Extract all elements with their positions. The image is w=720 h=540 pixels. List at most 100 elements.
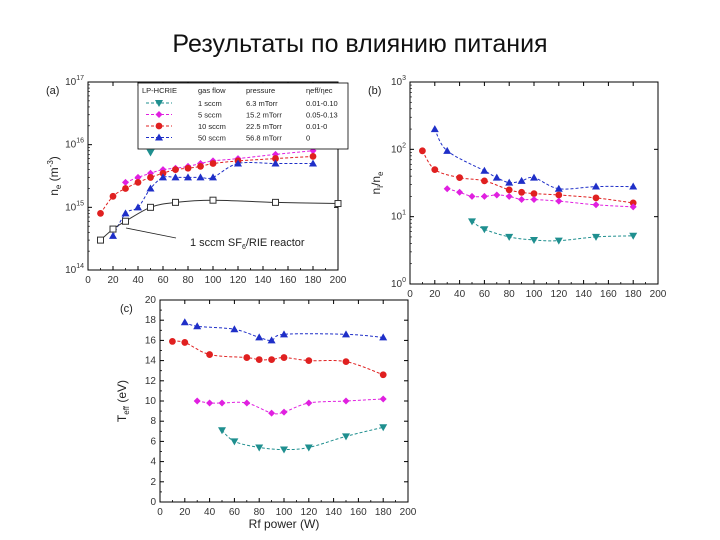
x-tick-label: 160 [600, 289, 617, 300]
data-point [230, 325, 239, 333]
y-tick-label: 2 [150, 477, 156, 488]
y-tick-label: 16 [145, 335, 157, 346]
legend-pressure: 56.8 mTorr [246, 134, 282, 143]
data-point [230, 438, 239, 446]
series-line [447, 188, 634, 208]
annotation: 1 sccm SF6/RIE reactor [190, 237, 305, 251]
data-point [234, 159, 242, 167]
data-point [97, 236, 104, 244]
data-point [592, 182, 600, 190]
data-point [430, 125, 439, 133]
data-point [443, 185, 451, 193]
data-point [280, 354, 288, 361]
data-point [243, 354, 251, 361]
series-line [125, 150, 314, 183]
y-tick-label: 12 [145, 376, 157, 387]
data-point [530, 190, 538, 198]
data-point [379, 371, 387, 379]
x-tick-label: 40 [204, 507, 216, 518]
plot-frame [409, 81, 659, 285]
data-point [492, 173, 501, 181]
data-point [419, 147, 426, 155]
data-point [505, 192, 513, 200]
data-point [530, 195, 538, 203]
y-tick-label: 1015 [65, 200, 84, 213]
data-point [268, 409, 276, 417]
legend-header: ηeff/ηec [306, 86, 333, 95]
data-point [342, 433, 350, 441]
y-tick-label: 101 [391, 210, 406, 223]
data-point [518, 195, 526, 203]
data-point [592, 233, 600, 241]
x-tick-label: 100 [205, 275, 222, 286]
data-point [505, 186, 513, 194]
data-point [334, 200, 342, 208]
x-tick-label: 40 [454, 289, 466, 300]
data-point [268, 356, 275, 363]
data-point [280, 330, 288, 338]
panel-c: 0 20 40 60 80 100 120 140 160 180 200 0 2 4 6 8 10 12 14 16… [115, 295, 417, 531]
legend-flow: 5 sccm [198, 111, 222, 120]
data-point [554, 237, 563, 245]
x-tick-label: 160 [350, 507, 367, 518]
data-point [456, 174, 463, 182]
x-tick-label: 20 [429, 289, 441, 300]
x-tick-label: 80 [504, 289, 516, 300]
slide-title: Результаты по влиянию питания [172, 30, 548, 58]
y-axis-label: ni/ne [369, 171, 385, 194]
x-tick-label: 200 [650, 289, 667, 300]
data-point [379, 333, 388, 341]
x-tick-label: 140 [255, 275, 272, 286]
y-tick-label: 0 [150, 497, 156, 508]
data-point [517, 176, 526, 184]
data-point [134, 173, 142, 181]
series-ref [97, 196, 342, 244]
data-point [468, 218, 476, 226]
x-tick-label: 120 [550, 289, 567, 300]
data-point [443, 146, 452, 154]
x-tick-label: 200 [330, 275, 347, 286]
data-point [147, 174, 154, 181]
data-point [379, 395, 387, 403]
data-point [505, 178, 514, 186]
legend-ratio: 0 [306, 134, 310, 143]
x-tick-label: 120 [230, 275, 247, 286]
y-tick-label: 102 [391, 142, 406, 155]
data-point [629, 199, 637, 207]
panel-b: 0 20 40 60 80 100 120 140 160 180 200 100 101 102 103 (… [368, 75, 667, 300]
data-point [209, 196, 217, 204]
data-point [172, 166, 179, 174]
series-line [172, 340, 384, 376]
x-tick-label: 0 [85, 275, 91, 286]
data-point [255, 444, 264, 452]
data-point [304, 444, 313, 452]
data-point [122, 185, 129, 192]
data-point [480, 166, 489, 174]
data-point [305, 399, 313, 407]
series-line [221, 426, 384, 451]
data-point [181, 339, 189, 346]
series-line [100, 155, 314, 214]
data-point [342, 358, 350, 366]
data-point [629, 182, 638, 190]
x-tick-label: 140 [325, 507, 342, 518]
data-point [267, 336, 276, 344]
series-line [434, 128, 634, 190]
data-point [555, 191, 563, 199]
y-axis-label: ne (m-3) [46, 156, 63, 196]
data-point [121, 209, 130, 217]
data-point [193, 322, 202, 330]
series-line [112, 161, 313, 237]
data-point [480, 192, 488, 200]
data-point [554, 184, 563, 192]
data-point [468, 192, 476, 200]
data-point [493, 191, 501, 199]
data-point [255, 333, 264, 341]
legend-box [137, 82, 349, 150]
data-point [280, 446, 288, 454]
data-point [193, 397, 201, 405]
data-point [159, 173, 167, 181]
x-tick-label: 20 [179, 507, 191, 518]
y-tick-label: 1016 [65, 138, 84, 151]
data-point [196, 173, 205, 181]
